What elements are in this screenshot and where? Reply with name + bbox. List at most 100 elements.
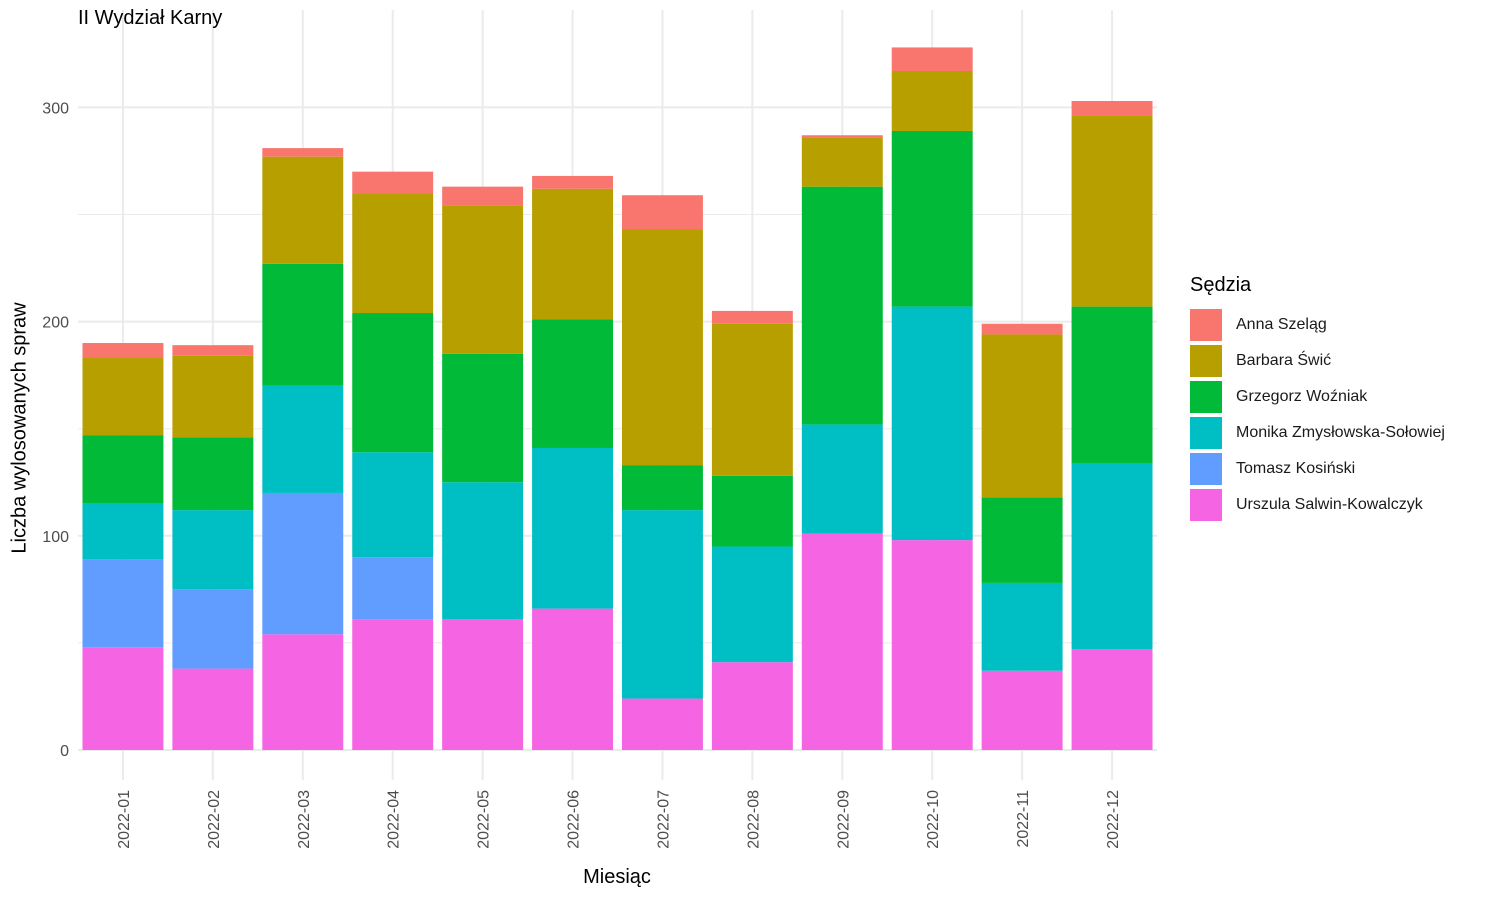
legend-swatch <box>1190 309 1222 341</box>
legend-label: Barbara Świć <box>1236 352 1332 369</box>
bar-segment <box>442 482 524 620</box>
bar-segment <box>891 306 973 541</box>
bar-segment <box>442 619 524 750</box>
y-axis-label: Liczba wylosowanych spraw <box>8 302 31 554</box>
legend-item: Anna Szeląg <box>1190 307 1445 343</box>
bar-segment <box>262 385 344 493</box>
bar-segment <box>82 343 164 359</box>
x-axis-label: Miesiąc <box>583 866 651 888</box>
legend-item: Tomasz Kosiński <box>1190 451 1445 487</box>
bar-segment <box>621 195 703 230</box>
bar-segment <box>801 135 883 138</box>
x-tick-label: 2022-09 <box>835 790 852 849</box>
bar-segment <box>981 323 1063 335</box>
bar-segment <box>981 582 1063 671</box>
bar-segment <box>442 205 524 354</box>
bar-segment <box>172 510 254 590</box>
bar-segment <box>172 345 254 356</box>
bar-segment <box>801 186 883 425</box>
bar-segment <box>981 497 1063 583</box>
bar-segment <box>621 465 703 511</box>
y-tick-label: 300 <box>42 100 69 117</box>
bar-segment <box>621 698 703 750</box>
bar-segment <box>352 171 434 194</box>
x-tick-label: 2022-03 <box>296 790 313 849</box>
bar-segment <box>532 608 614 750</box>
bar-segment <box>801 137 883 187</box>
legend-title: Sędzia <box>1190 274 1252 296</box>
x-tick-label: 2022-07 <box>655 790 672 849</box>
bar-segment <box>352 313 434 453</box>
bar-segment <box>82 503 164 560</box>
y-tick-label: 200 <box>42 315 69 332</box>
legend-label: Monika Zmysłowska-Sołowiej <box>1236 424 1445 441</box>
bar-segment <box>352 557 434 620</box>
bar-segment <box>82 435 164 504</box>
bar-segment <box>532 175 614 189</box>
bar-segment <box>352 193 434 314</box>
bar-segment <box>172 668 254 750</box>
x-tick-label: 2022-06 <box>566 790 583 849</box>
bar-segment <box>262 148 344 157</box>
x-tick-label: 2022-11 <box>1015 790 1032 848</box>
x-tick-label: 2022-01 <box>116 790 133 849</box>
bar-segment <box>1071 462 1153 650</box>
bar-segment <box>532 447 614 609</box>
bar-segment <box>891 130 973 307</box>
legend-label: Tomasz Kosiński <box>1236 460 1356 477</box>
x-tick-label: 2022-12 <box>1105 790 1122 849</box>
bar-segment <box>172 355 254 438</box>
bar-segment <box>621 510 703 699</box>
bar-segment <box>801 533 883 750</box>
legend-items: Anna Szeląg Barbara Świć Grzegorz Woźniak M… <box>1190 307 1445 523</box>
bar-segment <box>711 323 793 476</box>
bar-segment <box>172 437 254 511</box>
bar-segment <box>262 634 344 750</box>
bar-segment <box>262 492 344 635</box>
bar-segment <box>981 334 1063 498</box>
bar-segment <box>981 670 1063 750</box>
legend-swatch <box>1190 417 1222 449</box>
bar-segment <box>262 263 344 386</box>
bar-segment <box>442 353 524 483</box>
bar-segment <box>711 662 793 750</box>
x-tick-label: 2022-10 <box>925 790 942 849</box>
bar-segment <box>82 559 164 648</box>
chart-title: II Wydział Karny <box>78 7 223 29</box>
bar-segment <box>82 358 164 436</box>
bar-segment <box>352 619 434 750</box>
bar-segment <box>711 310 793 324</box>
legend-item: Barbara Świć <box>1190 343 1445 379</box>
legend-swatch <box>1190 381 1222 413</box>
bar-segment <box>711 475 793 547</box>
x-tick-label: 2022-02 <box>206 790 223 849</box>
bar-segment <box>621 229 703 466</box>
legend-item: Urszula Salwin-Kowalczyk <box>1190 487 1445 523</box>
legend-label: Urszula Salwin-Kowalczyk <box>1236 496 1423 513</box>
y-tick-label: 100 <box>42 529 69 546</box>
legend: Sędzia Anna Szeląg Barbara Świć Grzegorz W… <box>1190 274 1445 523</box>
bar-segment <box>172 589 254 669</box>
x-tick-label: 2022-04 <box>386 790 403 849</box>
legend-swatch <box>1190 453 1222 485</box>
bar-segment <box>1071 649 1153 750</box>
legend-swatch <box>1190 345 1222 377</box>
bar-segment <box>532 319 614 448</box>
bar-segment <box>711 546 793 663</box>
bar-segment <box>262 156 344 264</box>
x-tick-label: 2022-08 <box>745 790 762 849</box>
bar-segment <box>891 47 973 71</box>
bar-segment <box>801 424 883 534</box>
bar-segment <box>891 540 973 750</box>
bar-segment <box>1071 306 1153 463</box>
legend-item: Monika Zmysłowska-Sołowiej <box>1190 415 1445 451</box>
legend-item: Grzegorz Woźniak <box>1190 379 1445 415</box>
bar-segment <box>1071 100 1153 116</box>
bar-segment <box>1071 115 1153 307</box>
bar-segment <box>532 188 614 320</box>
bar-segment <box>891 70 973 131</box>
bar-segment <box>442 186 524 206</box>
legend-swatch <box>1190 489 1222 521</box>
